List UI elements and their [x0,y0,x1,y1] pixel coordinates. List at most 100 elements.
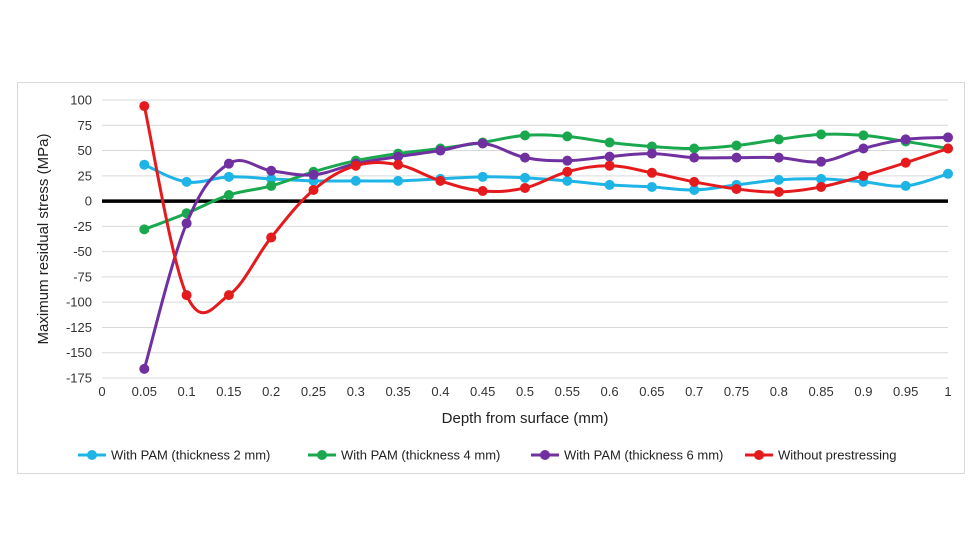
x-tick-label: 0.3 [347,384,365,399]
series-2-point [646,141,657,152]
series-3-line [142,135,950,371]
series-2-point [266,180,277,191]
series-2-point [520,130,530,141]
series-4-point [181,290,192,301]
chart-svg: 100 75 50 25 0 -25 -50 -75 -100 -125 -150 -175 0 0.05… [35,93,953,463]
series-4-point [350,160,361,171]
series-2-point [689,143,700,154]
x-tick-label: 0.2 [262,384,280,399]
series-3-point [646,148,657,159]
y-tick-label: -100 [66,295,92,310]
legend-item-2-label: With PAM (thickness 4 mm) [341,448,500,463]
series-4-point [646,167,657,178]
series-1-point [520,172,530,183]
series-2-point [604,137,615,148]
x-tick-label: 0.5 [516,384,534,399]
series-2-point [773,134,784,145]
series-1-point [350,175,361,186]
series-3-point [477,138,488,149]
series-1-point [393,175,404,186]
series-2-point [858,130,869,141]
series-4-point [943,143,953,154]
series-4-point [393,159,404,170]
series-1-point [562,175,573,186]
series-3-point [731,152,742,163]
series-1-point [266,173,277,184]
y-tick-label: 75 [78,118,92,133]
series-3-point [900,134,911,145]
series-3-point [562,155,573,166]
y-tick-label: -50 [73,244,92,259]
series-1-point [139,159,150,170]
legend-item-2-marker [317,450,327,460]
series-1-point [646,181,657,192]
y-tick-label: 100 [70,93,92,108]
legend-item-4-marker [754,450,764,460]
series-4-point [773,186,784,197]
series-1-point [223,171,234,182]
legend-item-4-label: Without prestressing [778,448,897,463]
x-tick-label: 0.65 [639,384,664,399]
series-4-point [139,101,150,112]
x-tick-label: 0.25 [301,384,326,399]
legend-item-3-label: With PAM (thickness 6 mm) [564,448,723,463]
series-3-point [393,151,404,162]
series-1-point [816,173,827,184]
x-tick-label: 0.4 [431,384,449,399]
series-3-point [139,363,150,374]
series-3-point [858,143,869,154]
x-tick-label: 1 [944,384,951,399]
series-3-point [520,152,530,163]
series-4-point [816,181,827,192]
series-3-point [223,158,234,169]
series-3-point [773,152,784,163]
series-1-point [773,174,784,185]
legend-item-1-marker [87,450,97,460]
series-4-point [562,166,573,177]
series-3-point [689,152,700,163]
x-tick-label: 0.45 [470,384,495,399]
series-3-point [308,169,319,180]
y-tick-label: 25 [78,168,92,183]
x-tick-label: 0.6 [601,384,619,399]
legend-item-1-label: With PAM (thickness 2 mm) [111,448,270,463]
series-4-point [308,184,319,195]
x-tick-label: 0.05 [132,384,157,399]
y-tick-label: -25 [73,219,92,234]
x-tick-label: 0.15 [216,384,241,399]
series-1-point [477,171,488,182]
series-1-point [943,168,953,179]
series-2-point [223,190,234,201]
series-1-point [181,176,192,187]
series-2-point [731,140,742,151]
series-4-point [900,157,911,168]
series-1-point [689,184,700,195]
x-tick-label: 0.75 [724,384,749,399]
series-3-point [181,218,192,229]
y-tick-label: -175 [66,371,92,386]
series-4-line [142,104,950,315]
series-4-point [477,185,488,196]
series-3-point [943,132,953,143]
series-2-point [816,129,827,140]
x-tick-label: 0.35 [385,384,410,399]
y-tick-label: -75 [73,269,92,284]
x-tick-label: 0.8 [770,384,788,399]
series-4-point [604,160,615,171]
series-3-point [435,145,446,156]
series-1-point [604,179,615,190]
chart-frame: 100 75 50 25 0 -25 -50 -75 -100 -125 -150 -175 0 0.05… [17,82,965,474]
x-tick-label: 0.85 [808,384,833,399]
legend-item-3-marker [540,450,550,460]
x-tick-label: 0 [98,384,105,399]
series-4-point [731,183,742,194]
x-tick-label: 0.7 [685,384,703,399]
series-3-point [604,151,615,162]
x-axis-title: Depth from surface (mm) [442,410,609,427]
x-tick-label: 0.55 [555,384,580,399]
series-4-point [858,170,869,181]
y-tick-label: 50 [78,143,92,158]
series-2-point [139,224,150,235]
x-tick-label: 0.95 [893,384,918,399]
series-4-point [223,290,234,301]
